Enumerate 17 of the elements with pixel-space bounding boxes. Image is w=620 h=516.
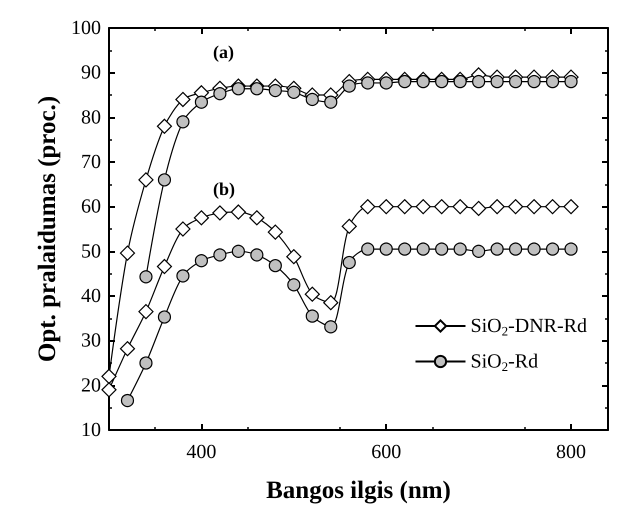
y-tick-label: 50 — [81, 240, 101, 262]
y-tick-label: 20 — [81, 374, 101, 396]
x-tick-label: 600 — [371, 441, 402, 463]
y-tick-label: 10 — [81, 419, 101, 441]
y-tick-label: 80 — [81, 106, 101, 128]
y-tick-label: 40 — [81, 285, 101, 307]
annotation: (a) — [213, 42, 234, 62]
x-axis-title: Bangos ilgis (nm) — [266, 477, 451, 504]
y-tick-label: 60 — [81, 196, 101, 218]
y-tick-label: 100 — [71, 17, 101, 39]
y-tick-label: 90 — [81, 62, 101, 84]
annotation: (b) — [213, 179, 236, 199]
y-tick-label: 70 — [81, 151, 101, 173]
y-axis-title: Opt. pralaidumas (proc.) — [34, 96, 62, 362]
x-tick-label: 800 — [556, 441, 586, 463]
y-tick-label: 30 — [81, 330, 101, 352]
x-tick-label: 400 — [186, 441, 216, 463]
